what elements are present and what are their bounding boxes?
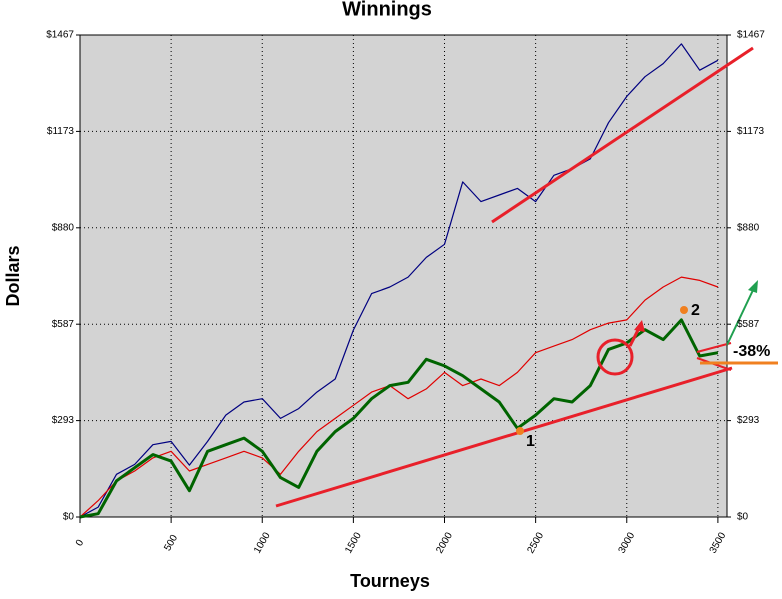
y-tick-label: $1173 bbox=[47, 126, 75, 137]
annotation: 2 bbox=[691, 302, 700, 319]
y-tick-label: $587 bbox=[52, 319, 75, 330]
x-tick-label: 2000 bbox=[434, 530, 455, 555]
arrow-head bbox=[748, 280, 758, 293]
grid bbox=[79, 34, 727, 518]
y2-tick-label: $587 bbox=[737, 319, 760, 330]
annotation: -38% bbox=[733, 343, 770, 360]
x-tick-label: 1500 bbox=[343, 530, 364, 555]
x-tick-label: 3500 bbox=[708, 530, 729, 555]
arrow-head bbox=[634, 320, 645, 332]
y-axis-label: Dollars bbox=[3, 245, 23, 306]
x-axis-label: Tourneys bbox=[350, 571, 430, 591]
arrow bbox=[726, 287, 755, 346]
chart-title: Winnings bbox=[342, 0, 432, 20]
annotations: 1 2 -38% bbox=[275, 46, 778, 508]
series-line bbox=[79, 43, 719, 518]
y-tick-label: $293 bbox=[52, 415, 75, 426]
y2-tick-label: $0 bbox=[737, 512, 749, 523]
y2-tick-label: $880 bbox=[737, 222, 760, 233]
series-line bbox=[79, 276, 719, 518]
point-marker bbox=[680, 306, 688, 314]
x-tick-label: 3000 bbox=[617, 530, 638, 555]
y2-tick-label: $1173 bbox=[737, 126, 765, 137]
x-tick-label: 0 bbox=[74, 538, 87, 549]
x-tick-label: 2500 bbox=[525, 530, 546, 555]
annotation: 1 bbox=[526, 433, 535, 450]
trend-line bbox=[491, 46, 754, 224]
y2-tick-label: $293 bbox=[737, 415, 760, 426]
x-tick-label: 500 bbox=[162, 533, 180, 553]
y-tick-label: $0 bbox=[63, 512, 75, 523]
plot-area bbox=[79, 34, 728, 518]
trend-line bbox=[275, 366, 733, 508]
point-marker bbox=[516, 427, 524, 435]
y-tick-label: $880 bbox=[52, 222, 75, 233]
x-tick-label: 1000 bbox=[252, 530, 273, 555]
y-tick-label: $1467 bbox=[46, 30, 74, 41]
range-line bbox=[696, 342, 732, 353]
series-line bbox=[79, 318, 719, 519]
y2-tick-label: $1467 bbox=[737, 30, 765, 41]
lines bbox=[79, 43, 719, 519]
highlight-circle bbox=[596, 338, 634, 376]
